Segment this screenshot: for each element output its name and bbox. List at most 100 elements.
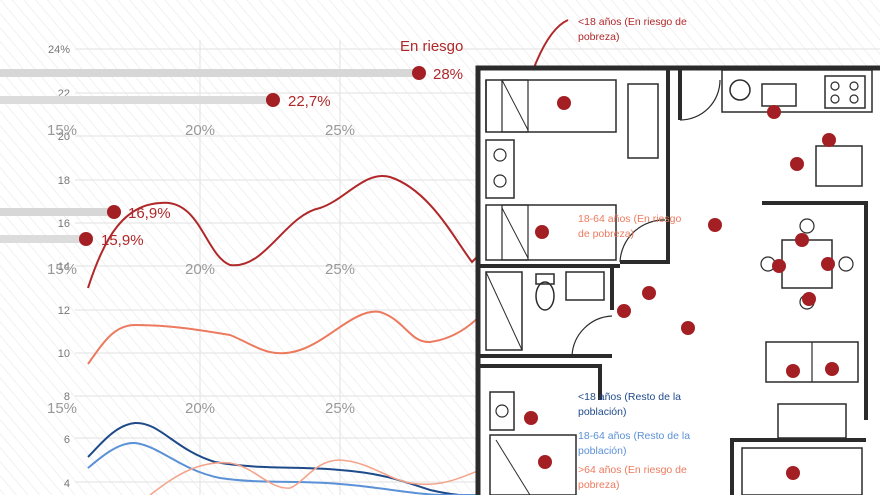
x-tick-15-low: 15% bbox=[47, 400, 77, 417]
bar-16-9 bbox=[0, 208, 113, 216]
burner-2 bbox=[849, 81, 859, 91]
bedroom-wall-right bbox=[620, 68, 670, 264]
bath-walls bbox=[478, 266, 614, 358]
bath-door bbox=[571, 315, 613, 357]
label-18-64-rest-line1: 18-64 años (Resto de la bbox=[578, 430, 690, 442]
bedroom-1-headboard bbox=[501, 79, 529, 133]
y-tick-4: 4 bbox=[64, 478, 70, 490]
floor-plan-backdrop bbox=[476, 66, 880, 495]
plan-dot bbox=[786, 364, 800, 378]
lamp-2 bbox=[493, 174, 507, 188]
plan-dot bbox=[825, 362, 839, 376]
plan-dot bbox=[642, 286, 656, 300]
lower-bed bbox=[489, 434, 577, 495]
plan-dot bbox=[524, 411, 538, 425]
label-over64-risk-line1: >64 años (En riesgo de bbox=[578, 464, 687, 476]
hall-door-2 bbox=[619, 219, 666, 263]
y-tick-20: 20 bbox=[58, 131, 70, 143]
plan-dot bbox=[681, 321, 695, 335]
label-16-9: 16,9% bbox=[128, 205, 171, 222]
burner-4 bbox=[849, 94, 859, 104]
x-tick-25-mid: 25% bbox=[325, 261, 355, 278]
label-15-9: 15,9% bbox=[101, 232, 144, 249]
label-22-7: 22,7% bbox=[288, 93, 331, 110]
plan-dot bbox=[617, 304, 631, 318]
x-tick-25-low: 25% bbox=[325, 400, 355, 417]
plan-dot bbox=[535, 225, 549, 239]
bar-28 bbox=[0, 69, 418, 77]
stove bbox=[824, 75, 866, 109]
plan-dot bbox=[786, 466, 800, 480]
y-tick-6: 6 bbox=[64, 434, 70, 446]
upper-y-ticks: 24% 22 20 18 16 14 12 10 8 bbox=[48, 44, 70, 403]
label-under18-risk-line2: pobreza) bbox=[578, 31, 619, 43]
bottom-right-bed bbox=[741, 447, 863, 495]
hall-door bbox=[679, 79, 721, 121]
bar-22-7 bbox=[0, 96, 273, 104]
toilet bbox=[535, 281, 555, 311]
label-18-64-risk-line1: 18-64 años (En riesgo bbox=[578, 213, 681, 225]
y-tick-10: 10 bbox=[58, 348, 70, 360]
bedroom-2-bed bbox=[485, 204, 617, 261]
nightstand-1 bbox=[485, 139, 515, 199]
lamp-1 bbox=[493, 148, 507, 162]
plan-dot bbox=[772, 259, 786, 273]
plan-dot bbox=[767, 105, 781, 119]
y-tick-8: 8 bbox=[64, 391, 70, 403]
plan-dot bbox=[802, 292, 816, 306]
y-tick-18: 18 bbox=[58, 175, 70, 187]
y-tick-14: 14 bbox=[58, 261, 70, 273]
x-tick-15-top: 15% bbox=[47, 122, 77, 139]
x-ticks-top: 15% 20% 25% bbox=[47, 122, 355, 139]
point-15-9 bbox=[79, 232, 93, 246]
kitchen-counter bbox=[721, 69, 873, 113]
bedroom-2-headboard bbox=[501, 204, 529, 261]
shower bbox=[485, 271, 523, 351]
outer-walls bbox=[475, 65, 880, 495]
label-28: 28% bbox=[433, 66, 463, 83]
plan-dot bbox=[822, 133, 836, 147]
label-18-64-rest-line2: población) bbox=[578, 445, 626, 457]
x-tick-20-top: 20% bbox=[185, 122, 215, 139]
chair-4 bbox=[838, 256, 854, 272]
series-labels: <18 años (En riesgo de pobreza) 18-64 añ… bbox=[578, 16, 690, 491]
upper-chart: 24% 22 20 18 16 14 12 10 8 15% 20% 25% 1… bbox=[0, 19, 880, 495]
y-tick-12: 12 bbox=[58, 305, 70, 317]
plan-dots bbox=[524, 96, 839, 480]
label-over64-risk-line2: pobreza) bbox=[578, 479, 619, 491]
kitchen-sink bbox=[761, 83, 797, 107]
x-ticks-low: 15% 20% 25% bbox=[47, 400, 355, 417]
lower-room-walls bbox=[478, 364, 602, 400]
plan-dot bbox=[790, 157, 804, 171]
x-tick-25-top: 25% bbox=[325, 122, 355, 139]
risk-bars bbox=[0, 66, 426, 246]
plan-dot bbox=[795, 233, 809, 247]
x-tick-20-mid: 20% bbox=[185, 261, 215, 278]
bedroom-1-fold bbox=[501, 79, 529, 131]
plan-dot bbox=[821, 257, 835, 271]
lower-y-ticks: 6 4 bbox=[64, 434, 70, 490]
bottom-right-room bbox=[730, 438, 866, 495]
bar-15-9 bbox=[0, 235, 86, 243]
point-16-9 bbox=[107, 205, 121, 219]
kitchen-table bbox=[815, 145, 863, 187]
label-18-64-risk-line2: de pobreza) bbox=[578, 228, 634, 240]
y-tick-24: 24% bbox=[48, 44, 70, 56]
x-ticks-mid: 15% 20% 25% bbox=[47, 261, 355, 278]
plan-dot bbox=[538, 455, 552, 469]
lower-nightstand bbox=[489, 391, 515, 431]
x-tick-15-mid: 15% bbox=[47, 261, 77, 278]
living-divider bbox=[762, 201, 868, 420]
burner-1 bbox=[830, 81, 840, 91]
point-22-7 bbox=[266, 93, 280, 107]
floor-plan bbox=[475, 65, 880, 495]
burner-3 bbox=[830, 94, 840, 104]
heading-en-riesgo: En riesgo bbox=[400, 38, 463, 55]
plan-dot bbox=[708, 218, 722, 232]
shower-diagonal bbox=[485, 271, 523, 351]
chair-1 bbox=[799, 218, 815, 234]
x-tick-20-low: 20% bbox=[185, 400, 215, 417]
toilet-tank bbox=[535, 273, 555, 285]
washer bbox=[729, 79, 751, 101]
